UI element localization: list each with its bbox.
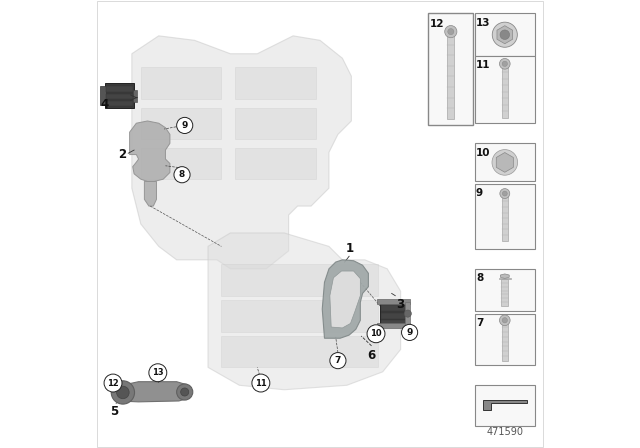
Bar [502,196,508,241]
Circle shape [502,318,508,323]
Text: 9: 9 [406,328,413,337]
Bar [502,323,508,361]
Circle shape [448,29,454,34]
Text: 471590: 471590 [486,427,524,437]
Bar [378,299,410,304]
Bar [475,269,535,311]
Circle shape [116,386,129,399]
Circle shape [492,22,517,47]
Text: 10: 10 [476,148,490,158]
Circle shape [252,374,270,392]
Circle shape [149,364,167,382]
Text: 7: 7 [335,356,341,365]
Bar [378,323,410,328]
Circle shape [404,310,412,317]
Polygon shape [145,181,157,206]
Bar [221,264,378,296]
Circle shape [499,315,510,326]
Bar [132,90,137,102]
Bar [100,86,106,105]
Bar [405,302,410,326]
Bar [141,148,221,179]
Bar [105,83,134,108]
Bar [447,34,454,119]
Text: 3: 3 [396,298,404,311]
Bar [475,56,535,123]
Bar [381,320,406,326]
Bar [106,94,132,99]
Text: 11: 11 [255,379,267,388]
Bar [475,314,535,365]
Circle shape [111,381,134,404]
Circle shape [401,324,418,340]
Circle shape [499,58,510,69]
Bar [221,300,378,332]
Polygon shape [208,233,401,390]
Text: 8: 8 [179,170,185,179]
Bar [106,101,132,106]
Polygon shape [132,36,351,269]
Text: 9: 9 [476,188,483,198]
Text: 13: 13 [152,368,164,377]
Bar [428,13,473,125]
Bar [221,336,378,367]
Circle shape [500,189,509,198]
Circle shape [445,26,457,38]
Bar [499,278,511,280]
Bar [501,280,508,306]
Text: 10: 10 [370,329,382,338]
Polygon shape [500,274,509,278]
Polygon shape [330,271,360,328]
Polygon shape [483,400,527,410]
Polygon shape [323,260,369,338]
Circle shape [502,61,508,66]
Circle shape [174,167,190,183]
Text: 6: 6 [367,349,376,362]
Text: 11: 11 [476,60,490,70]
Text: 2: 2 [118,148,127,161]
Text: 5: 5 [110,405,118,418]
Circle shape [177,384,193,400]
Bar [235,148,316,179]
Bar [381,305,406,311]
Circle shape [330,353,346,369]
Circle shape [180,388,189,396]
Bar [381,313,406,319]
Polygon shape [130,121,170,181]
Text: 8: 8 [476,273,483,283]
Text: 4: 4 [100,98,108,111]
Circle shape [500,30,509,39]
Circle shape [367,325,385,343]
Text: 13: 13 [476,18,490,28]
Bar [475,385,535,426]
Bar [141,67,221,99]
Bar [502,66,508,117]
Circle shape [177,117,193,134]
Text: 7: 7 [476,318,483,328]
Circle shape [502,191,508,196]
Bar [475,184,535,249]
Text: 12: 12 [430,19,444,29]
Polygon shape [497,26,513,44]
Text: 1: 1 [346,242,354,255]
Polygon shape [496,152,513,172]
Bar [475,143,535,181]
Circle shape [492,150,518,175]
Bar [106,86,132,92]
Circle shape [104,374,122,392]
Bar [475,13,535,56]
Bar [141,108,221,139]
Text: 9: 9 [182,121,188,130]
Bar [235,108,316,139]
Bar [235,67,316,99]
Text: 12: 12 [107,379,119,388]
Polygon shape [116,382,190,402]
Bar [380,302,406,327]
